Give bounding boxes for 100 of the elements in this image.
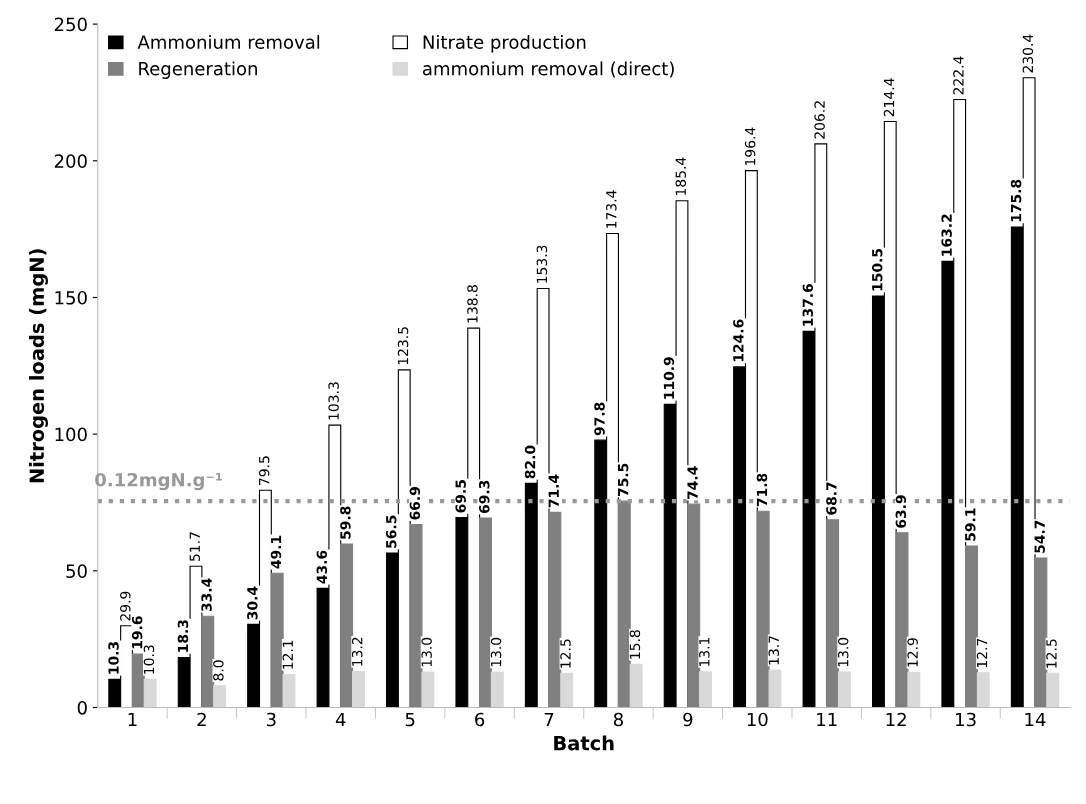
bar	[560, 672, 574, 708]
legend-label: ammonium removal (direct)	[422, 61, 674, 78]
data-label: 97.8	[594, 402, 605, 436]
data-label: 185.4	[675, 157, 686, 196]
x-axis-title: Batch	[554, 735, 614, 751]
data-label: 214.4	[883, 78, 895, 117]
data-label: 175.8	[1010, 179, 1022, 222]
bar	[143, 678, 157, 708]
bar	[768, 669, 782, 708]
data-label: 12.7	[976, 638, 988, 668]
legend-label: Regeneration	[139, 61, 257, 79]
data-label: 30.4	[247, 586, 258, 620]
bar	[895, 532, 909, 708]
x-tick-label: 5	[405, 712, 415, 727]
data-label: 206.2	[814, 101, 825, 139]
bar	[213, 685, 227, 708]
bar	[548, 511, 562, 708]
bar	[826, 519, 840, 708]
data-label: 33.4	[201, 578, 212, 612]
data-label: 103.3	[328, 382, 339, 420]
data-label: 63.9	[895, 495, 907, 528]
x-tick-label: 14	[1025, 712, 1046, 727]
x-tick-label: 10	[747, 712, 768, 727]
data-label: 8.0	[213, 660, 224, 681]
data-label: 123.5	[397, 327, 409, 365]
data-label: 82.0	[524, 445, 536, 479]
data-label: 75.5	[618, 463, 629, 497]
data-label: 12.5	[1046, 639, 1057, 668]
bar	[479, 517, 492, 708]
data-label: 124.6	[733, 319, 744, 362]
data-label: 54.7	[1034, 520, 1045, 553]
data-label: 12.5	[560, 639, 571, 668]
y-tick-label: 250	[54, 17, 87, 32]
bar	[965, 545, 978, 708]
data-label: 12.1	[282, 640, 293, 669]
ref-line-label: 0.12mgN.g⁻¹	[95, 472, 222, 491]
data-label: 10.3	[143, 645, 155, 674]
data-label: 66.9	[409, 487, 421, 520]
bar	[201, 615, 215, 708]
x-tick-label: 9	[683, 712, 693, 727]
data-label: 173.4	[606, 190, 617, 228]
bar	[351, 670, 365, 708]
bar	[976, 672, 990, 708]
data-label: 69.5	[455, 480, 466, 513]
y-tick-label: 150	[55, 290, 87, 305]
data-label: 29.9	[120, 591, 131, 621]
data-label: 230.4	[1022, 34, 1034, 73]
data-label: 74.4	[687, 466, 698, 500]
data-label: 71.8	[756, 473, 768, 507]
data-label: 137.6	[802, 284, 814, 326]
x-tick-label: 13	[956, 712, 976, 727]
y-tick-label: 100	[55, 427, 87, 442]
data-label: 69.3	[479, 480, 490, 514]
bar	[1034, 557, 1048, 708]
data-label: 18.3	[177, 620, 189, 652]
data-label: 71.4	[548, 474, 559, 508]
bar	[617, 500, 631, 708]
legend-label: Ammonium removal	[137, 34, 320, 49]
y-axis-title: Nitrogen loads (mgN)	[29, 249, 48, 483]
data-label: 10.3	[108, 642, 119, 674]
bar	[837, 671, 851, 708]
data-label: 150.5	[871, 248, 883, 291]
data-label: 13.7	[768, 636, 780, 665]
data-label: 68.7	[826, 482, 837, 515]
data-label: 13.2	[351, 637, 363, 666]
bar	[421, 671, 435, 708]
x-tick-label: 2	[197, 712, 206, 727]
data-label: 59.1	[965, 508, 976, 541]
data-label: 13.0	[421, 637, 432, 667]
legend-label: Nitrate production	[423, 34, 586, 53]
x-tick-label: 4	[335, 712, 346, 727]
data-label: 153.3	[536, 245, 548, 283]
bar	[270, 572, 284, 708]
data-label: 49.1	[270, 535, 282, 569]
x-tick-label: 12	[886, 712, 906, 727]
data-label: 51.7	[189, 532, 201, 561]
data-label: 138.8	[467, 285, 478, 323]
x-tick-label: 8	[613, 712, 623, 727]
x-tick-label: 11	[817, 712, 837, 727]
bar	[629, 663, 643, 708]
data-label: 79.5	[258, 456, 270, 485]
y-tick-label: 0	[77, 700, 87, 715]
bar	[699, 671, 713, 708]
bar	[490, 671, 504, 708]
data-label: 163.2	[941, 214, 952, 256]
x-tick-label: 7	[544, 712, 554, 727]
data-label: 13.0	[837, 637, 849, 667]
data-label: 15.8	[629, 630, 641, 659]
data-label: 196.4	[744, 127, 756, 165]
y-tick-label: 50	[66, 564, 87, 578]
data-label: 12.9	[907, 638, 918, 667]
x-tick-label: 1	[128, 712, 137, 727]
data-label: 13.1	[699, 637, 710, 667]
data-label: 43.6	[316, 550, 328, 584]
data-label: 13.0	[490, 637, 502, 667]
data-label: 222.4	[953, 56, 964, 95]
bar	[907, 671, 921, 708]
bar	[409, 524, 423, 708]
x-tick-label: 3	[266, 712, 276, 727]
bar	[756, 510, 770, 708]
